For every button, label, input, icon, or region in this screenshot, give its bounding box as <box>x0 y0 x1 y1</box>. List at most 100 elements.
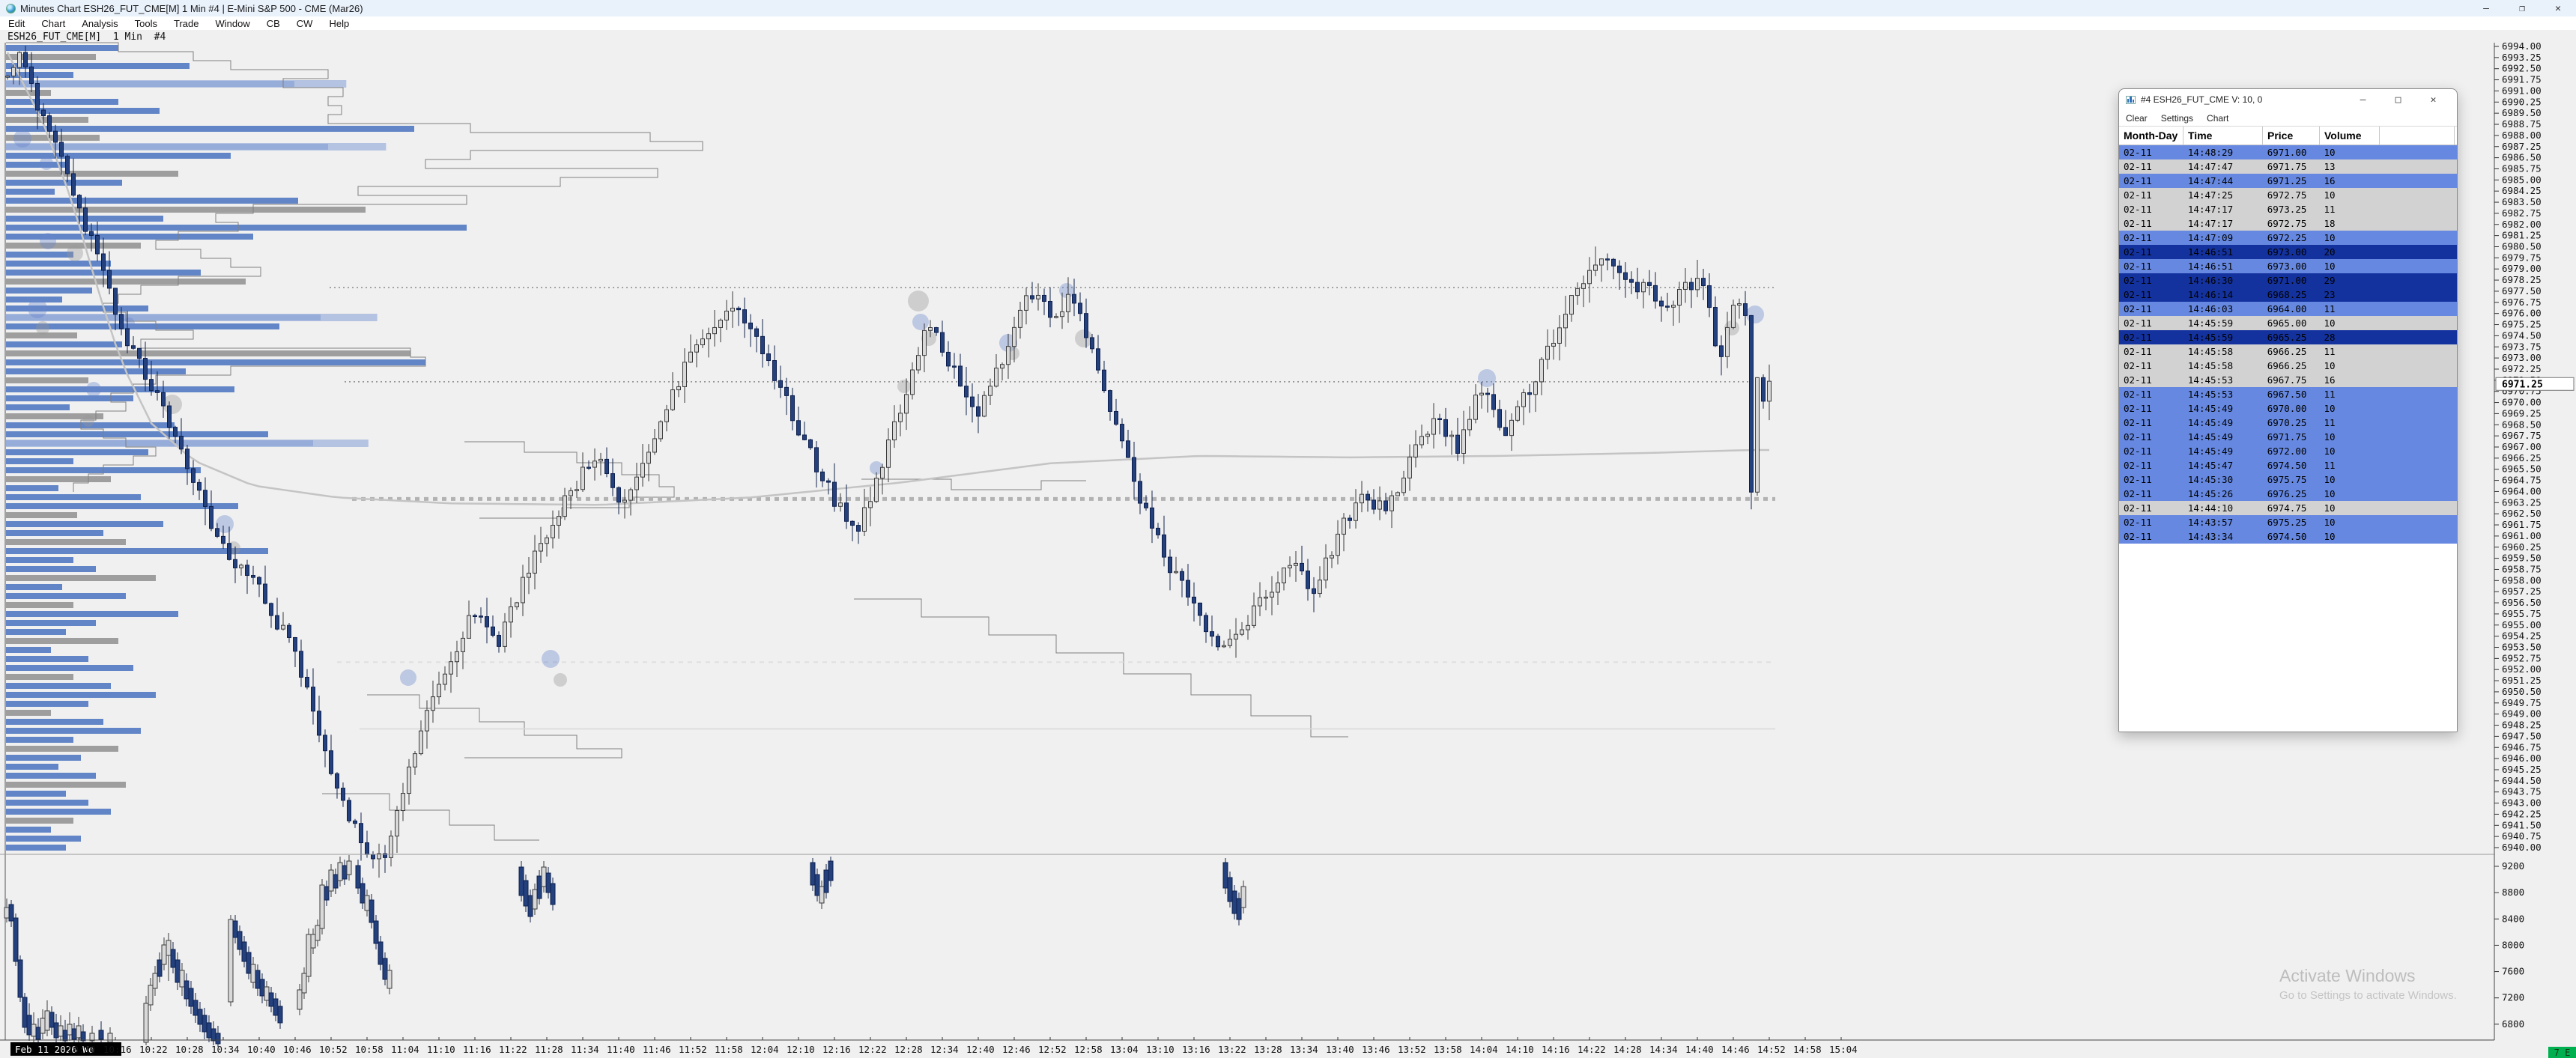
lower-candle-body <box>301 973 307 994</box>
tns-cell-volume: 20 <box>2324 246 2336 258</box>
tns-cell-volume: 11 <box>2324 303 2336 314</box>
tns-row[interactable]: 02-11 14:45:49 6971.75 10 <box>2119 430 2457 444</box>
tns-row[interactable]: 02-11 14:45:47 6974.50 11 <box>2119 458 2457 472</box>
step-outline <box>854 598 1348 738</box>
volume-axis-label: 8000 <box>2502 939 2524 950</box>
tns-row[interactable]: 02-11 14:46:30 6971.00 29 <box>2119 273 2457 288</box>
price-axis-label: 6955.75 <box>2502 608 2542 619</box>
tns-col-header-month-day[interactable]: Month-Day <box>2119 127 2183 145</box>
tns-row[interactable]: 02-11 14:48:29 6971.00 10 <box>2119 145 2457 159</box>
menu-item-chart[interactable]: Chart <box>41 17 66 29</box>
menu-item-analysis[interactable]: Analysis <box>82 17 118 29</box>
tns-cell-time: 14:46:30 <box>2187 275 2234 286</box>
tns-cell-monthday: 02-11 <box>2124 460 2152 471</box>
menu-item-tools[interactable]: Tools <box>134 17 157 29</box>
tns-row[interactable]: 02-11 14:45:49 6972.00 10 <box>2119 444 2457 458</box>
volume-profile-bar <box>6 171 178 177</box>
tns-close-button[interactable]: ✕ <box>2430 94 2437 106</box>
volume-profile-bar <box>6 279 246 285</box>
tns-row[interactable]: 02-11 14:47:17 6973.25 11 <box>2119 202 2457 216</box>
tns-col-header-volume[interactable]: Volume <box>2320 127 2380 145</box>
price-axis-label: 6957.25 <box>2502 586 2542 597</box>
tns-row[interactable]: 02-11 14:45:53 6967.75 16 <box>2119 373 2457 387</box>
tns-cell-price: 6974.50 <box>2267 460 2307 471</box>
volume-profile-bar <box>6 503 238 509</box>
tns-menu-item-settings[interactable]: Settings <box>2160 112 2194 124</box>
tns-row[interactable]: 02-11 14:47:25 6972.75 10 <box>2119 188 2457 202</box>
candle-body <box>748 322 753 329</box>
tns-row[interactable]: 02-11 14:45:58 6966.25 11 <box>2119 344 2457 359</box>
tns-row[interactable]: 02-11 14:47:17 6972.75 18 <box>2119 216 2457 231</box>
time-axis-label: 14:10 <box>1506 1044 1534 1055</box>
candle-body <box>874 478 879 502</box>
menu-item-trade[interactable]: Trade <box>173 17 199 29</box>
tns-row[interactable]: 02-11 14:45:49 6970.00 10 <box>2119 401 2457 416</box>
tns-row[interactable]: 02-11 14:45:58 6966.25 10 <box>2119 359 2457 373</box>
tns-row[interactable]: 02-11 14:43:57 6975.25 10 <box>2119 515 2457 529</box>
tns-row[interactable]: 02-11 14:47:09 6972.25 10 <box>2119 231 2457 245</box>
candle-body <box>203 490 207 507</box>
lower-candle-body <box>259 979 265 997</box>
tns-row[interactable]: 02-11 14:45:59 6965.00 10 <box>2119 316 2457 330</box>
menu-item-cw[interactable]: CW <box>296 17 313 29</box>
tns-cell-time: 14:45:47 <box>2187 460 2234 471</box>
tns-cell-time: 14:45:58 <box>2187 360 2234 371</box>
tns-cell-time: 14:45:53 <box>2187 374 2234 386</box>
tns-col-header-blank[interactable] <box>2380 127 2455 145</box>
candle-body <box>1743 303 1748 316</box>
menu-item-window[interactable]: Window <box>215 17 250 29</box>
volume-profile-bar <box>6 575 156 581</box>
tns-row[interactable]: 02-11 14:46:14 6968.25 23 <box>2119 288 2457 302</box>
time-and-sales-window[interactable]: #4 ESH26_FUT_CME V: 10, 0 – □ ✕ Clear Set… <box>2118 88 2458 732</box>
tns-cell-monthday: 02-11 <box>2124 474 2152 485</box>
price-axis-label: 6991.00 <box>2502 85 2542 96</box>
candle-body <box>575 489 579 491</box>
menu-item-edit[interactable]: Edit <box>8 17 25 29</box>
tns-row[interactable]: 02-11 14:46:51 6973.00 20 <box>2119 245 2457 259</box>
volume-profile-bar <box>6 252 73 258</box>
tns-row[interactable]: 02-11 14:45:59 6965.25 28 <box>2119 330 2457 344</box>
candle-body <box>1150 507 1154 529</box>
menu-item-cb[interactable]: CB <box>266 17 280 29</box>
tns-maximize-button[interactable]: □ <box>2395 94 2401 106</box>
tns-title-bar[interactable]: #4 ESH26_FUT_CME V: 10, 0 – □ ✕ <box>2119 89 2457 110</box>
tns-cell-monthday: 02-11 <box>2124 346 2152 357</box>
price-axis-label: 6943.75 <box>2502 786 2542 797</box>
candle-body <box>1270 592 1274 598</box>
candle-body <box>910 369 915 395</box>
tns-menu-item-chart[interactable]: Chart <box>2207 112 2229 124</box>
tns-row[interactable]: 02-11 14:46:03 6964.00 11 <box>2119 302 2457 316</box>
tns-row[interactable]: 02-11 14:47:47 6971.75 13 <box>2119 159 2457 174</box>
tns-row[interactable]: 02-11 14:43:34 6974.50 10 <box>2119 529 2457 544</box>
candle-body <box>1629 279 1634 283</box>
lower-candle-body <box>188 988 194 1007</box>
candle-body <box>335 773 339 789</box>
menu-bar: Edit Chart Analysis Tools Trade Window CB CW Hel… <box>0 16 2576 30</box>
tns-row[interactable]: 02-11 14:45:26 6976.25 10 <box>2119 487 2457 501</box>
menu-item-help[interactable]: Help <box>329 17 350 29</box>
tns-minimize-button[interactable]: – <box>2360 94 2366 106</box>
time-axis-label: 13:22 <box>1218 1044 1246 1055</box>
candle-body <box>383 853 387 858</box>
tns-cell-price: 6968.25 <box>2267 289 2307 300</box>
time-axis-label: 11:46 <box>643 1044 671 1055</box>
tns-row[interactable]: 02-11 14:45:49 6970.25 11 <box>2119 416 2457 430</box>
tns-menu-item-clear[interactable]: Clear <box>2126 112 2148 124</box>
current-price-marker[interactable] <box>2495 377 2575 391</box>
tns-row[interactable]: 02-11 14:47:44 6971.25 16 <box>2119 174 2457 188</box>
tns-row[interactable]: 02-11 14:45:53 6967.50 11 <box>2119 387 2457 401</box>
minimize-button[interactable]: – <box>2483 2 2489 14</box>
tns-row[interactable]: 02-11 14:45:30 6975.75 10 <box>2119 472 2457 487</box>
tns-col-header-time[interactable]: Time <box>2183 127 2263 145</box>
tns-col-header-price[interactable]: Price <box>2263 127 2320 145</box>
tns-row[interactable]: 02-11 14:46:51 6973.00 10 <box>2119 259 2457 273</box>
candle-body <box>1240 629 1244 635</box>
tns-cell-price: 6973.25 <box>2267 204 2307 215</box>
price-axis-label: 6961.75 <box>2502 519 2542 530</box>
tns-row[interactable]: 02-11 14:44:10 6974.75 10 <box>2119 501 2457 515</box>
restore-button[interactable]: ❐ <box>2519 2 2525 14</box>
candle-body <box>1090 337 1094 350</box>
price-axis-label: 6940.75 <box>2502 830 2542 842</box>
close-button[interactable]: ✕ <box>2555 2 2561 14</box>
